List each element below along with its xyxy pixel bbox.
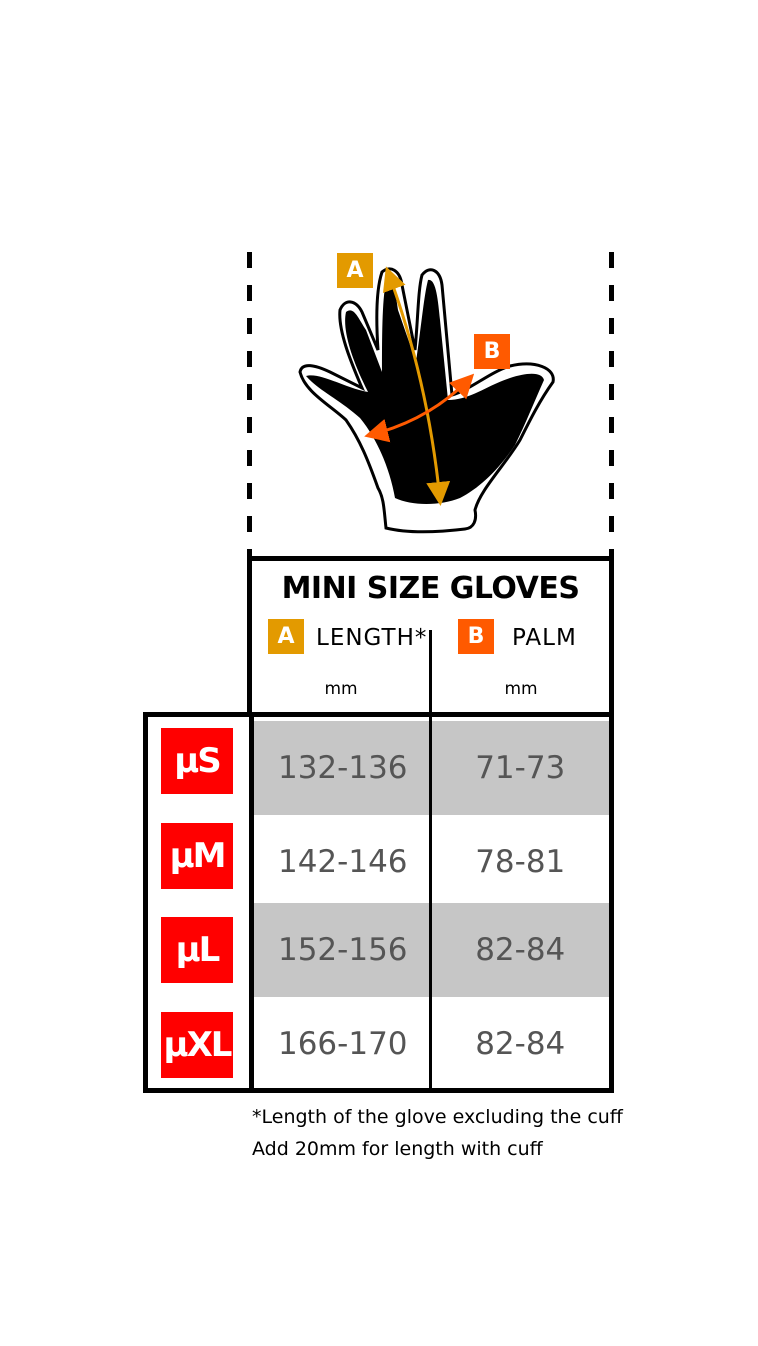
table-row: 142-146 78-81 bbox=[254, 815, 609, 909]
palm-arrow bbox=[364, 373, 475, 443]
table-header: MINI SIZE GLOVES A LENGTH* B PALM mm mm bbox=[247, 556, 614, 717]
length-cell: 132-136 bbox=[277, 750, 408, 786]
length-unit: mm bbox=[324, 679, 358, 699]
size-badge: μM bbox=[161, 823, 233, 889]
size-table: 132-136 71-73 142-146 78-81 152-156 82-8… bbox=[143, 712, 614, 1093]
palm-cell: 82-84 bbox=[475, 932, 566, 968]
chart-title: MINI SIZE GLOVES bbox=[281, 571, 580, 606]
size-column-divider bbox=[249, 717, 254, 1088]
length-cell: 142-146 bbox=[277, 844, 408, 880]
palm-cell: 78-81 bbox=[475, 844, 566, 880]
palm-badge: B bbox=[458, 619, 494, 654]
palm-cell: 82-84 bbox=[475, 1026, 566, 1062]
diagram-badge-a: A bbox=[337, 253, 373, 288]
column-divider bbox=[429, 630, 432, 1090]
size-badge: μXL bbox=[161, 1012, 233, 1078]
length-cell: 166-170 bbox=[277, 1026, 408, 1062]
length-cell: 152-156 bbox=[277, 932, 408, 968]
palm-unit: mm bbox=[504, 679, 538, 699]
dashed-guide-left bbox=[247, 252, 252, 556]
table-row: 166-170 82-84 bbox=[254, 997, 609, 1091]
dashed-guide-right bbox=[609, 252, 614, 556]
palm-cell: 71-73 bbox=[475, 750, 566, 786]
glove-diagram bbox=[298, 266, 555, 534]
length-label: LENGTH* bbox=[316, 625, 428, 651]
footnote-line-2: Add 20mm for length with cuff bbox=[252, 1138, 543, 1160]
footnote-line-1: *Length of the glove excluding the cuff bbox=[252, 1106, 623, 1128]
diagram-badge-b: B bbox=[474, 334, 510, 369]
length-badge: A bbox=[268, 619, 304, 654]
palm-label: PALM bbox=[512, 625, 577, 651]
size-badge: μL bbox=[161, 917, 233, 983]
size-badge: μS bbox=[161, 728, 233, 794]
